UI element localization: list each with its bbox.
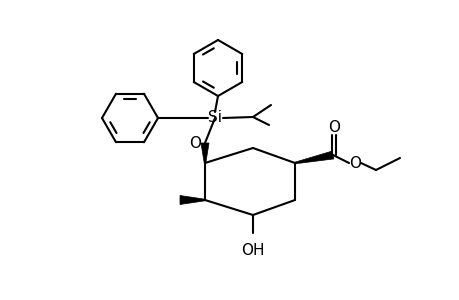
Polygon shape xyxy=(179,196,205,205)
Text: O: O xyxy=(348,155,360,170)
Polygon shape xyxy=(294,151,333,164)
Text: O: O xyxy=(189,136,201,151)
Text: OH: OH xyxy=(241,243,264,258)
Text: O: O xyxy=(327,121,339,136)
Text: Si: Si xyxy=(207,110,222,125)
Polygon shape xyxy=(201,143,208,163)
